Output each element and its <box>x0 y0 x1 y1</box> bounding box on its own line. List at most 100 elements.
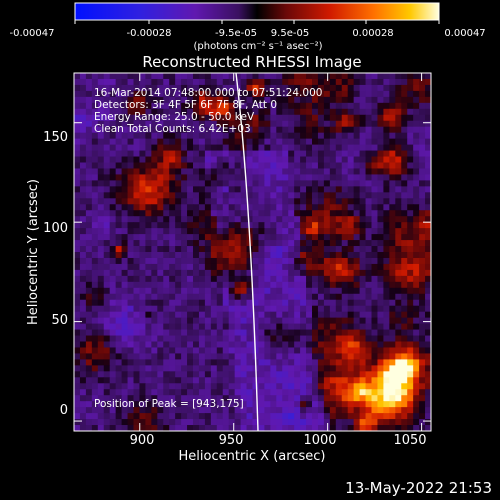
heatmap-cell <box>133 192 140 199</box>
heatmap-cell <box>300 144 307 151</box>
heatmap-cell <box>85 371 93 378</box>
heatmap-cell <box>79 281 87 289</box>
heatmap-cell <box>288 377 295 384</box>
heatmap-cell <box>181 425 188 431</box>
heatmap-cell <box>407 269 414 277</box>
heatmap-cell <box>109 156 117 163</box>
heatmap-cell <box>79 335 87 342</box>
heatmap-cell <box>359 126 366 134</box>
heatmap-cell <box>145 168 152 175</box>
heatmap-cell <box>258 401 265 408</box>
heatmap-cell <box>329 156 337 163</box>
heatmap-cell <box>169 305 176 313</box>
heatmap-cell <box>401 323 408 330</box>
heatmap-cell <box>246 323 253 330</box>
heatmap-cell <box>425 186 431 193</box>
heatmap-cell <box>306 162 313 169</box>
heatmap-cell <box>151 228 158 235</box>
heatmap-cell <box>115 168 122 175</box>
heatmap-cell <box>204 222 212 229</box>
heatmap-cell <box>133 84 140 92</box>
heatmap-cell <box>341 168 349 175</box>
heatmap-cell <box>341 311 349 319</box>
heatmap-cell <box>157 186 164 193</box>
heatmap-cell <box>377 210 384 217</box>
heatmap-cell <box>145 281 152 289</box>
heatmap-cell <box>401 407 408 414</box>
heatmap-cell <box>163 138 170 145</box>
heatmap-cell <box>103 168 111 175</box>
heatmap-cell <box>270 347 277 354</box>
heatmap-cell <box>276 246 283 253</box>
heatmap-cell <box>121 204 128 211</box>
heatmap-cell <box>204 353 212 360</box>
heatmap-cell <box>193 156 200 163</box>
heatmap-cell <box>395 389 402 396</box>
heatmap-cell <box>175 311 182 319</box>
heatmap-cell <box>175 365 182 372</box>
heatmap-cell <box>306 96 313 104</box>
heatmap-cell <box>145 263 152 271</box>
heatmap-cell <box>312 246 319 253</box>
heatmap-cell <box>341 335 349 342</box>
heatmap-cell <box>395 425 402 431</box>
heatmap-cell <box>323 90 331 98</box>
heatmap-cell <box>306 323 313 330</box>
heatmap-cell <box>288 305 295 313</box>
heatmap-cell <box>383 287 390 295</box>
heatmap-cell <box>175 252 182 259</box>
heatmap-cell <box>115 317 122 324</box>
heatmap-cell <box>234 257 241 265</box>
heatmap-cell <box>317 132 325 140</box>
heatmap-cell <box>222 389 230 396</box>
heatmap-cell <box>121 120 128 128</box>
heatmap-cell <box>365 204 372 211</box>
heatmap-cell <box>79 73 87 80</box>
heatmap-cell <box>204 132 212 140</box>
heatmap-cell <box>169 240 176 247</box>
heatmap-cell <box>181 311 188 319</box>
heatmap-cell <box>282 138 289 145</box>
heatmap-cell <box>157 90 164 98</box>
heatmap-cell <box>198 401 206 408</box>
heatmap-cell <box>187 126 194 134</box>
heatmap-cell <box>347 174 355 181</box>
heatmap-cell <box>175 317 182 324</box>
heatmap-cell <box>312 269 319 277</box>
heatmap-cell <box>145 401 152 408</box>
heatmap-cell <box>91 359 99 366</box>
heatmap-cell <box>234 252 241 259</box>
heatmap-cell <box>347 108 355 116</box>
heatmap-cell <box>216 311 224 319</box>
heatmap-cell <box>323 257 331 265</box>
heatmap-cell <box>187 114 194 122</box>
heatmap-cell <box>341 299 349 307</box>
heatmap-cell <box>151 240 158 247</box>
heatmap-cell <box>353 132 360 140</box>
heatmap-cell <box>323 407 331 414</box>
heatmap-cell <box>145 311 152 319</box>
heatmap-cell <box>139 293 146 301</box>
heatmap-cell <box>91 102 99 110</box>
heatmap-cell <box>193 401 200 408</box>
heatmap-cell <box>175 359 182 366</box>
heatmap-cell <box>109 132 117 140</box>
heatmap-cell <box>359 329 366 336</box>
heatmap-cell <box>121 252 128 259</box>
heatmap-cell <box>169 222 176 229</box>
heatmap-cell <box>389 216 396 223</box>
heatmap-cell <box>389 287 396 295</box>
heatmap-cell <box>335 347 343 354</box>
heatmap-cell <box>151 192 158 199</box>
heatmap-cell <box>198 96 206 104</box>
heatmap-cell <box>353 102 360 110</box>
heatmap-cell <box>103 246 111 253</box>
heatmap-cell <box>139 204 146 211</box>
heatmap-cell <box>252 419 259 426</box>
heatmap-cell <box>74 90 81 98</box>
heatmap-cell <box>109 419 117 426</box>
heatmap-cell <box>258 120 265 128</box>
heatmap-cell <box>413 293 420 301</box>
heatmap-cell <box>193 234 200 241</box>
heatmap-cell <box>347 353 355 360</box>
